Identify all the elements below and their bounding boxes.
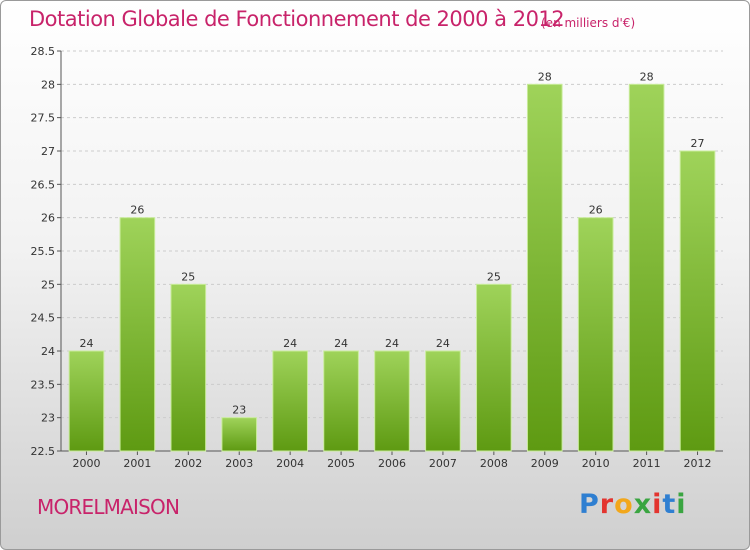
bar: [170, 283, 207, 452]
x-tick-label: 2007: [429, 457, 457, 470]
bar: [679, 150, 716, 452]
chart-subtitle: (en milliers d'€): [541, 16, 636, 30]
bar-value-label: 24: [334, 337, 348, 350]
x-tick-label: 2003: [225, 457, 253, 470]
x-tick-label: 2000: [72, 457, 100, 470]
bar: [119, 217, 156, 452]
bar-value-label: 27: [691, 137, 705, 150]
logo-letter: x: [633, 489, 653, 520]
bar-value-label: 24: [385, 337, 399, 350]
y-tick-label: 23: [41, 412, 55, 425]
y-tick-label: 24: [41, 345, 55, 358]
bar: [221, 417, 258, 452]
x-tick-label: 2010: [582, 457, 610, 470]
x-tick-label: 2008: [480, 457, 508, 470]
bar-value-label: 26: [589, 204, 603, 217]
bar: [425, 350, 461, 452]
y-tick-label: 27.5: [31, 112, 56, 125]
logo-letter: o: [614, 489, 634, 520]
y-tick-label: 24.5: [31, 312, 56, 325]
x-tick-label: 2009: [531, 457, 559, 470]
x-tick-label: 2002: [174, 457, 202, 470]
x-tick-label: 2012: [684, 457, 712, 470]
y-tick-label: 25.5: [31, 245, 56, 258]
commune-name: MORELMAISON: [37, 495, 180, 519]
x-tick-label: 2004: [276, 457, 304, 470]
bar: [577, 217, 614, 452]
y-tick-label: 26: [41, 212, 55, 225]
y-tick-label: 26.5: [31, 178, 56, 191]
bar-value-label: 24: [79, 337, 93, 350]
bar: [628, 83, 665, 452]
y-tick-label: 28: [41, 78, 55, 91]
bar: [272, 350, 308, 452]
x-tick-label: 2006: [378, 457, 406, 470]
bars: [68, 83, 716, 452]
bar-value-label: 25: [487, 270, 501, 283]
bar-value-label: 24: [283, 337, 297, 350]
chart-title: Dotation Globale de Fonctionnement de 20…: [29, 7, 565, 31]
bar-value-label: 28: [538, 70, 552, 83]
y-tick-label: 28.5: [31, 45, 56, 58]
labels: 22.5 23 23.5 24 24.5 25 25.5 26 26.5 27 27.5 28 28.5…: [31, 45, 712, 470]
bar: [476, 283, 512, 452]
bar: [526, 83, 563, 452]
x-tick-label: 2005: [327, 457, 355, 470]
logo-letter: t: [662, 489, 677, 520]
logo-letter: i: [676, 489, 687, 520]
bar: [323, 350, 359, 452]
y-tick-label: 22.5: [31, 445, 56, 458]
logo-letter: r: [599, 489, 615, 520]
bar: [68, 350, 105, 452]
y-tick-label: 27: [41, 145, 55, 158]
logo-letter: P: [579, 489, 600, 520]
proxiti-logo: Proxiti: [579, 489, 687, 520]
bar-value-label: 28: [640, 70, 654, 83]
bar-value-label: 25: [181, 270, 195, 283]
x-tick-label: 2011: [633, 457, 661, 470]
logo-letter: i: [652, 489, 663, 520]
y-tick-label: 23.5: [31, 378, 56, 391]
y-tick-label: 25: [41, 278, 55, 291]
bar: [374, 350, 410, 452]
x-tick-label: 2001: [123, 457, 151, 470]
bar-value-label: 26: [130, 204, 144, 217]
bar-value-label: 24: [436, 337, 450, 350]
bar-value-label: 23: [232, 404, 246, 417]
